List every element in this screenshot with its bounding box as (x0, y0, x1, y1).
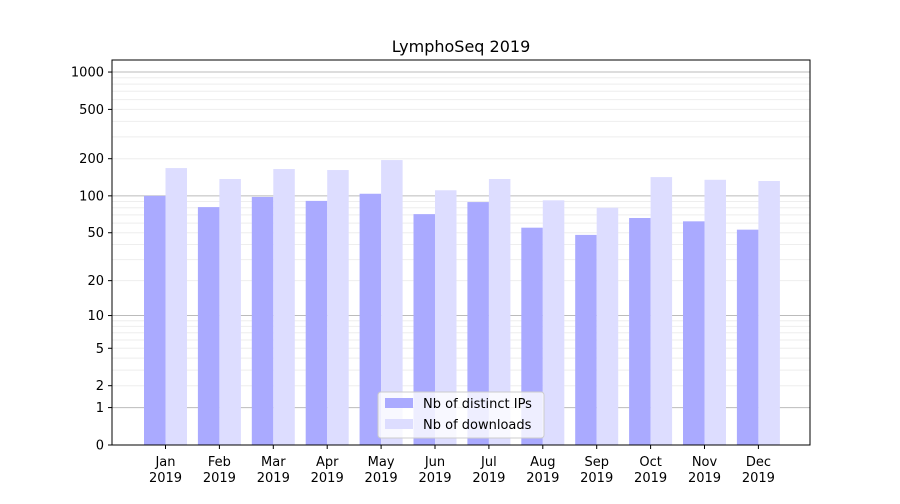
y-tick-label: 200 (79, 152, 104, 167)
x-tick-label: Feb (208, 455, 231, 470)
axes-frame (111, 59, 811, 446)
bar-downloads (488, 179, 511, 445)
y-axis: 0 1 2 5 10 20 50 100 200 500 1000 (71, 66, 112, 454)
legend-label-ips: Nb of distinct IPs (423, 397, 532, 412)
y-tick-label: 1000 (71, 66, 104, 81)
x-tick-label: 2019 (472, 471, 505, 486)
bar-distinct-ips (359, 193, 382, 445)
bar-downloads (273, 169, 295, 445)
bar-distinct-ips (736, 229, 759, 445)
bar-downloads (704, 179, 726, 446)
bar-distinct-ips (575, 234, 597, 445)
y-tick-label: 500 (79, 103, 104, 118)
x-tick-label: 2019 (742, 471, 775, 486)
y-tick-label: 1 (96, 401, 104, 416)
y-tick-label: 10 (87, 309, 104, 324)
x-tick-label: Sep (584, 455, 609, 470)
x-tick-label: Jun (424, 455, 445, 470)
x-tick-label: 2019 (634, 471, 667, 486)
chart-title: LymphoSeq 2019 (392, 37, 531, 56)
bar-distinct-ips (521, 227, 543, 445)
bar-distinct-ips (144, 195, 166, 445)
x-tick-label: 2019 (149, 471, 182, 486)
y-tick-label: 50 (87, 226, 104, 241)
x-tick-label: Jan (154, 455, 175, 470)
x-tick-label: 2019 (203, 471, 236, 486)
legend-swatch-ips (385, 398, 413, 408)
legend: Nb of distinct IPs Nb of downloads (377, 391, 545, 439)
x-tick-label: Mar (261, 455, 286, 470)
x-axis: Jan2019Feb2019Mar2019Apr2019May2019Jun20… (149, 445, 775, 486)
x-tick-label: 2019 (688, 471, 721, 486)
bar-downloads (650, 177, 673, 445)
x-tick-label: May (368, 455, 395, 470)
x-tick-label: Aug (530, 455, 555, 470)
bar-distinct-ips (413, 214, 435, 445)
bar-distinct-ips (251, 196, 274, 445)
x-tick-label: 2019 (257, 471, 290, 486)
x-tick-label: 2019 (580, 471, 613, 486)
bar-downloads (381, 160, 403, 445)
bar-downloads (596, 207, 619, 445)
x-tick-label: Dec (746, 455, 771, 470)
bar-distinct-ips (629, 218, 651, 445)
bar-distinct-ips (467, 202, 489, 445)
bar-downloads (219, 179, 241, 445)
x-tick-label: 2019 (526, 471, 559, 486)
bar-downloads (542, 200, 565, 445)
y-tick-label: 2 (96, 379, 104, 394)
bar-downloads (327, 170, 349, 446)
y-tick-label: 0 (96, 439, 104, 454)
legend-label-downloads: Nb of downloads (423, 418, 532, 433)
y-tick-label: 20 (87, 274, 104, 289)
bar-distinct-ips (197, 207, 220, 445)
y-tick-label: 5 (96, 342, 104, 357)
bar-distinct-ips (305, 200, 328, 445)
x-tick-label: 2019 (365, 471, 398, 486)
x-tick-label: Nov (692, 455, 718, 470)
legend-swatch-downloads (385, 419, 413, 429)
x-tick-label: Apr (316, 455, 339, 470)
legend-box (377, 391, 545, 439)
bar-downloads (165, 168, 187, 445)
bars (144, 160, 780, 446)
x-tick-label: 2019 (418, 471, 451, 486)
x-tick-label: Jul (480, 455, 497, 470)
y-tick-label: 100 (79, 189, 104, 204)
bar-downloads (758, 180, 780, 446)
bar-distinct-ips (683, 221, 705, 445)
x-tick-label: 2019 (311, 471, 344, 486)
bar-downloads (435, 190, 457, 445)
x-tick-label: Oct (639, 455, 661, 470)
